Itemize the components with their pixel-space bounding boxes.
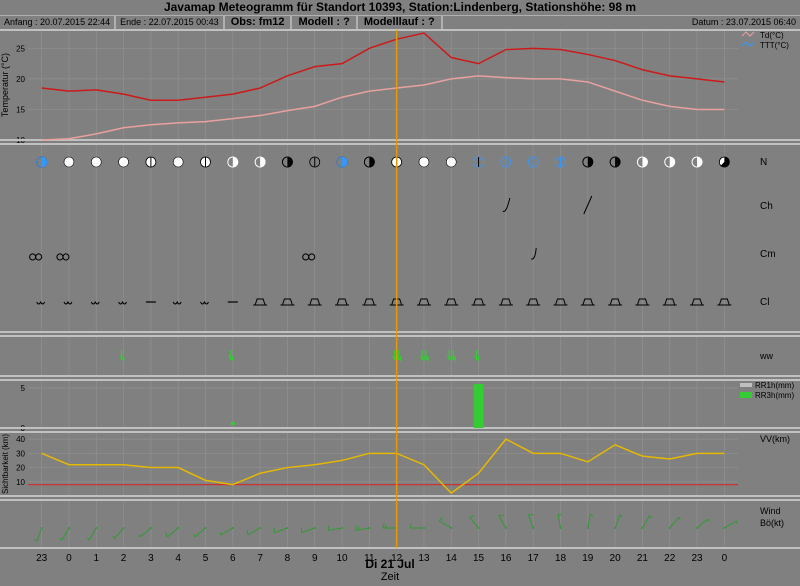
svg-text:Bö(kt): Bö(kt) (760, 518, 784, 528)
x-tick: 0 (722, 553, 728, 564)
x-tick: 15 (473, 553, 484, 564)
x-tick: 8 (285, 553, 291, 564)
svg-text:30: 30 (16, 449, 25, 458)
svg-text:10: 10 (16, 478, 25, 487)
info-modelllauf: Modelllauf : ? (358, 16, 443, 29)
x-tick: 6 (230, 553, 236, 564)
x-tick: 4 (175, 553, 181, 564)
title-bar: Javamap Meteogramm für Standort 10393, S… (0, 0, 800, 16)
svg-text:TTT(°C): TTT(°C) (760, 41, 789, 50)
x-tick: 16 (500, 553, 511, 564)
x-axis: 2301234567891011121314151617181920212223… (20, 553, 760, 583)
meteogram-container: Javamap Meteogramm für Standort 10393, S… (0, 0, 800, 583)
svg-text:20: 20 (16, 75, 25, 84)
info-modell: Modell : ? (292, 16, 357, 29)
info-obs: Obs: fm12 (225, 16, 293, 29)
x-tick: 9 (312, 553, 318, 564)
svg-text:Td(°C): Td(°C) (760, 31, 784, 40)
info-bar: Anfang : 20.07.2015 22:44 Ende : 22.07.2… (0, 16, 800, 30)
svg-text:VV(km): VV(km) (760, 434, 790, 444)
x-tick: 23 (691, 553, 702, 564)
svg-text:Wind: Wind (760, 506, 781, 516)
x-tick: 0 (66, 553, 72, 564)
x-tick: 2 (121, 553, 127, 564)
svg-text:Sichtbarkeit (km): Sichtbarkeit (km) (1, 434, 10, 494)
x-tick: 1 (93, 553, 99, 564)
plot-area: 10152025Temperatur (°C)Td(°C)TTT(°C)NChC… (0, 30, 800, 583)
info-datum: Datum : 23.07.2015 06:40 (688, 16, 800, 29)
x-tick: 18 (555, 553, 566, 564)
x-tick: 14 (446, 553, 457, 564)
x-date-label: Di 21 Jul (365, 557, 414, 571)
svg-text:ww: ww (759, 351, 773, 361)
svg-text:Temperatur (°C): Temperatur (°C) (0, 53, 10, 117)
x-tick: 10 (336, 553, 347, 564)
info-anfang: Anfang : 20.07.2015 22:44 (0, 16, 116, 29)
x-tick: 7 (257, 553, 263, 564)
x-tick: 20 (610, 553, 621, 564)
svg-text:25: 25 (16, 44, 25, 53)
svg-text:15: 15 (16, 105, 25, 114)
svg-text:N: N (760, 157, 767, 168)
x-tick: 3 (148, 553, 154, 564)
x-tick: 23 (36, 553, 47, 564)
meteogram-svg: 10152025Temperatur (°C)Td(°C)TTT(°C)NChC… (0, 30, 800, 583)
svg-text:Cm: Cm (760, 249, 776, 260)
svg-text:Cl: Cl (760, 297, 769, 308)
svg-text:Ch: Ch (760, 201, 773, 212)
x-tick: 5 (203, 553, 209, 564)
svg-text:5: 5 (21, 384, 26, 393)
x-tick: 13 (418, 553, 429, 564)
svg-text:40: 40 (16, 435, 25, 444)
svg-text:RR3h(mm): RR3h(mm) (755, 391, 794, 400)
svg-text:20: 20 (16, 464, 25, 473)
x-tick: 17 (528, 553, 539, 564)
x-tick: 21 (637, 553, 648, 564)
x-tick: 19 (582, 553, 593, 564)
svg-text:RR1h(mm): RR1h(mm) (755, 381, 794, 390)
x-axis-title: Zeit (381, 571, 399, 583)
x-tick: 22 (664, 553, 675, 564)
info-ende: Ende : 22.07.2015 00:43 (116, 16, 225, 29)
